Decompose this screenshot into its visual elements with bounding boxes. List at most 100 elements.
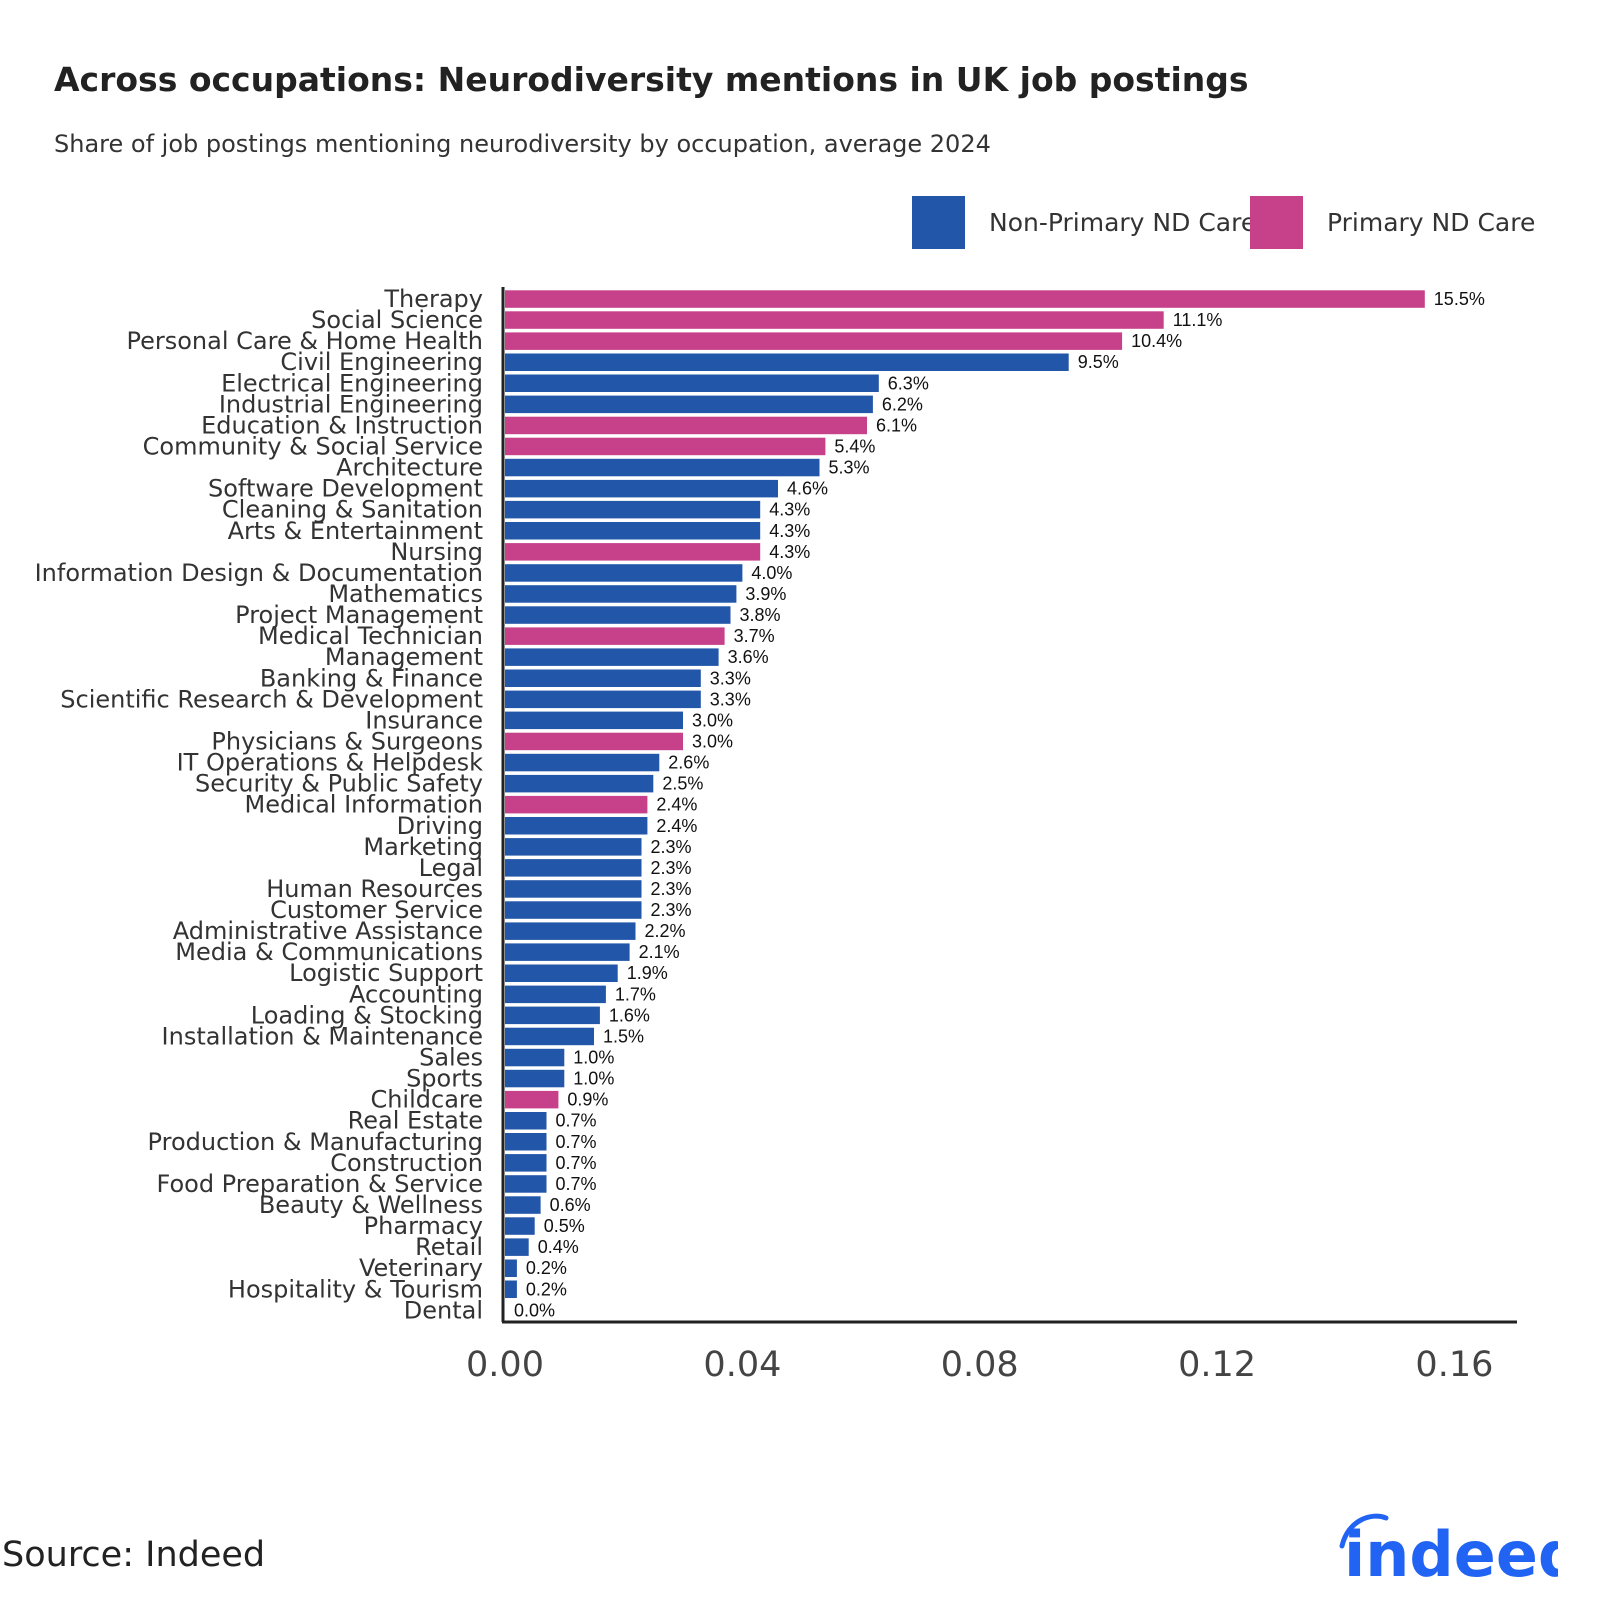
y-tick-label-administrative-assistance: Administrative Assistance <box>173 917 483 945</box>
bar-pharmacy <box>505 1217 535 1235</box>
y-tick-label-logistic-support: Logistic Support <box>289 959 483 987</box>
bar-veterinary <box>505 1259 517 1277</box>
bar-customer-service <box>505 901 642 919</box>
y-tick-label-nursing: Nursing <box>390 538 483 566</box>
value-label-arts-and-entertainment: 4.3% <box>769 521 810 541</box>
y-tick-label-arts-and-entertainment: Arts & Entertainment <box>228 517 483 545</box>
bar-marketing <box>505 838 642 856</box>
value-label-industrial-engineering: 6.2% <box>882 394 923 414</box>
bar-construction <box>505 1154 547 1172</box>
bar-loading-and-stocking <box>505 1006 600 1025</box>
bar-arts-and-entertainment <box>505 522 761 540</box>
y-tick-label-it-operations-and-helpdesk: IT Operations & Helpdesk <box>177 749 484 777</box>
value-label-it-operations-and-helpdesk: 2.6% <box>668 753 709 773</box>
bar-hospitality-and-tourism <box>505 1280 517 1298</box>
bar-management <box>505 648 719 666</box>
bar-it-operations-and-helpdesk <box>505 753 660 772</box>
bar-personal-care-and-home-health <box>505 332 1123 350</box>
y-tick-label-human-resources: Human Resources <box>266 875 483 903</box>
chart-subtitle: Share of job postings mentioning neurodi… <box>54 130 991 158</box>
value-label-marketing: 2.3% <box>651 837 692 857</box>
y-tick-label-hospitality-and-tourism: Hospitality & Tourism <box>228 1275 483 1303</box>
legend-label-non-primary: Non-Primary ND Care <box>989 208 1257 237</box>
value-label-security-and-public-safety: 2.5% <box>662 774 703 794</box>
bar-sports <box>505 1069 565 1088</box>
value-label-administrative-assistance: 2.2% <box>645 921 686 941</box>
y-tick-label-management: Management <box>325 643 483 671</box>
bar-logistic-support <box>505 964 618 982</box>
bar-software-development <box>505 479 778 498</box>
y-tick-label-construction: Construction <box>330 1149 483 1177</box>
value-label-real-estate: 0.7% <box>556 1111 597 1131</box>
y-tick-label-real-estate: Real Estate <box>348 1107 483 1135</box>
value-label-legal: 2.3% <box>651 858 692 878</box>
bar-medical-technician <box>505 627 725 645</box>
y-tick-label-sales: Sales <box>419 1044 483 1072</box>
y-tick-label-media-and-communications: Media & Communications <box>175 938 483 966</box>
value-label-nursing: 4.3% <box>769 542 810 562</box>
source-note: Source: Indeed <box>2 1535 266 1575</box>
y-tick-label-customer-service: Customer Service <box>270 896 483 924</box>
value-label-medical-technician: 3.7% <box>734 626 775 646</box>
value-label-education-and-instruction: 6.1% <box>876 415 917 435</box>
bar-industrial-engineering <box>505 395 873 414</box>
value-label-insurance: 3.0% <box>692 710 733 730</box>
value-label-driving: 2.4% <box>656 816 697 836</box>
value-label-architecture: 5.3% <box>829 458 870 478</box>
x-tick-label-1: 0.04 <box>703 1345 781 1385</box>
value-label-beauty-and-wellness: 0.6% <box>550 1195 591 1215</box>
value-label-customer-service: 2.3% <box>651 900 692 920</box>
bar-accounting <box>505 985 606 1004</box>
y-tick-label-medical-technician: Medical Technician <box>258 622 483 650</box>
chart-title: Across occupations: Neurodiversity menti… <box>54 60 1249 99</box>
bar-electrical-engineering <box>505 374 879 392</box>
value-label-community-and-social-service: 5.4% <box>834 437 875 457</box>
value-label-physicians-and-surgeons: 3.0% <box>692 732 733 752</box>
value-label-personal-care-and-home-health: 10.4% <box>1131 331 1182 351</box>
value-label-food-preparation-and-service: 0.7% <box>556 1174 597 1194</box>
y-tick-label-community-and-social-service: Community & Social Service <box>143 433 483 461</box>
bar-insurance <box>505 711 683 730</box>
bar-community-and-social-service <box>505 437 826 456</box>
y-tick-label-industrial-engineering: Industrial Engineering <box>219 390 483 418</box>
value-label-production-and-manufacturing: 0.7% <box>556 1132 597 1152</box>
bar-real-estate <box>505 1112 547 1130</box>
y-tick-label-dental: Dental <box>404 1296 483 1324</box>
bar-sales <box>505 1048 565 1067</box>
bar-production-and-manufacturing <box>505 1133 547 1151</box>
y-tick-label-information-design-and-documentation: Information Design & Documentation <box>35 559 483 587</box>
bar-childcare <box>505 1090 559 1109</box>
bar-banking-and-finance <box>505 669 701 687</box>
bar-social-science <box>505 311 1164 329</box>
value-label-pharmacy: 0.5% <box>544 1216 585 1236</box>
legend-swatch-primary <box>1250 196 1303 249</box>
bar-media-and-communications <box>505 943 630 961</box>
y-tick-label-production-and-manufacturing: Production & Manufacturing <box>148 1128 483 1156</box>
y-tick-label-beauty-and-wellness: Beauty & Wellness <box>259 1191 483 1219</box>
value-label-mathematics: 3.9% <box>745 584 786 604</box>
bar-administrative-assistance <box>505 922 636 940</box>
bar-food-preparation-and-service <box>505 1175 547 1193</box>
x-tick-label-2: 0.08 <box>941 1345 1019 1385</box>
bar-legal <box>505 859 642 877</box>
bar-security-and-public-safety <box>505 774 654 793</box>
y-tick-label-mathematics: Mathematics <box>328 580 483 608</box>
y-tick-label-social-science: Social Science <box>311 306 483 334</box>
indeed-logo: indeed <box>1339 1513 1558 1586</box>
y-tick-label-pharmacy: Pharmacy <box>364 1212 483 1240</box>
y-tick-label-civil-engineering: Civil Engineering <box>280 348 483 376</box>
value-label-civil-engineering: 9.5% <box>1078 352 1119 372</box>
value-label-human-resources: 2.3% <box>651 879 692 899</box>
value-label-logistic-support: 1.9% <box>627 963 668 983</box>
y-tick-label-banking-and-finance: Banking & Finance <box>260 664 483 692</box>
y-tick-label-loading-and-stocking: Loading & Stocking <box>251 1001 483 1029</box>
bar-physicians-and-surgeons <box>505 732 683 751</box>
y-tick-label-cleaning-and-sanitation: Cleaning & Sanitation <box>222 496 483 524</box>
x-tick-label-3: 0.12 <box>1178 1345 1256 1385</box>
y-tick-label-physicians-and-surgeons: Physicians & Surgeons <box>211 728 483 756</box>
value-label-retail: 0.4% <box>538 1237 579 1257</box>
legend-item-primary: Primary ND Care <box>1250 196 1535 249</box>
value-label-banking-and-finance: 3.3% <box>710 668 751 688</box>
value-label-information-design-and-documentation: 4.0% <box>751 563 792 583</box>
y-tick-label-legal: Legal <box>419 854 483 882</box>
